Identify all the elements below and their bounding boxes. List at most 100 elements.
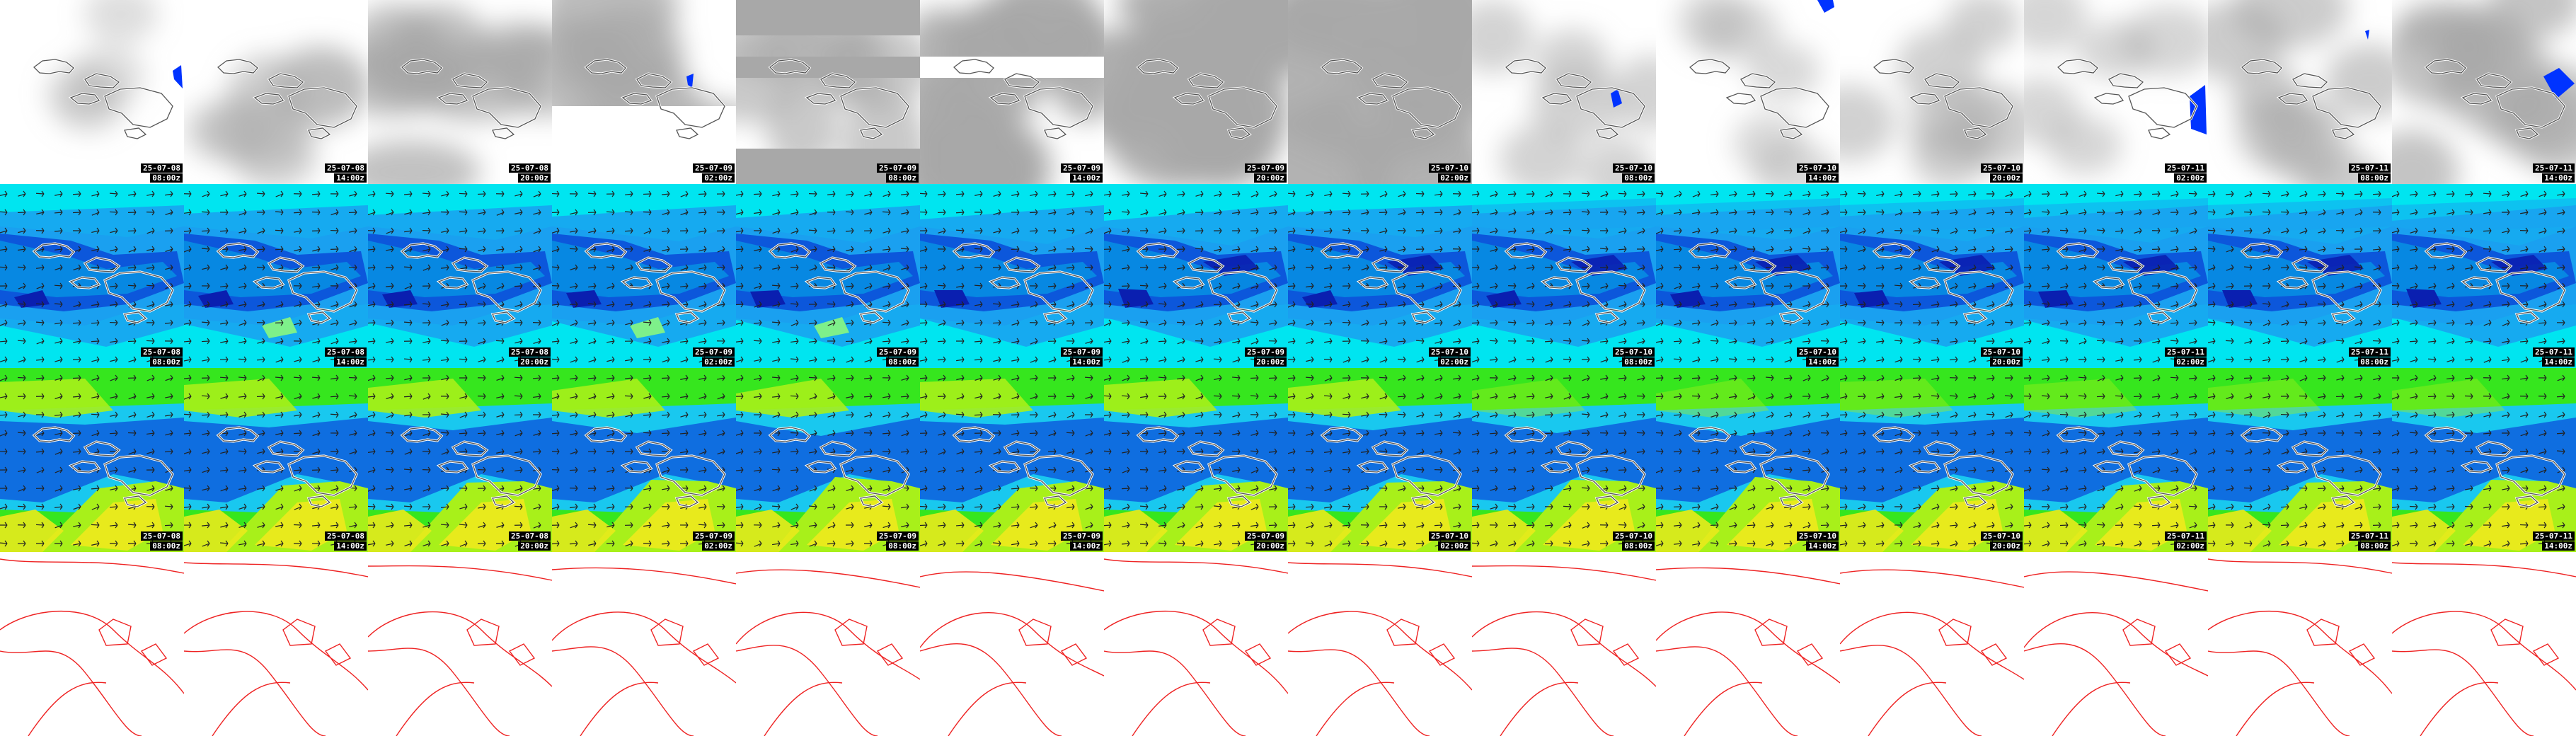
cloud-cover-map-panel[interactable]: 25-07-08 20:00z (368, 0, 552, 184)
timestamp-date: 25-07-10 (1797, 163, 1839, 173)
wind-speed-map-panel[interactable]: 25-07-09 02:00z (552, 184, 736, 368)
wave-height-map-panel[interactable]: 25-07-08 14:00z (184, 368, 368, 552)
wind-speed-map-panel[interactable]: 25-07-11 08:00z (2208, 184, 2392, 368)
timestamp-date: 25-07-09 (1245, 531, 1287, 541)
sea-level-pressure-map-panel[interactable] (368, 552, 552, 736)
wind-speed-map-panel[interactable]: 25-07-09 20:00z (1104, 184, 1288, 368)
cloud-cover-map-panel[interactable]: 25-07-09 14:00z (920, 0, 1104, 184)
sea-level-pressure-map-panel[interactable] (2208, 552, 2392, 736)
sea-level-pressure-map-panel[interactable] (184, 552, 368, 736)
timestamp-date: 25-07-08 (325, 347, 367, 357)
timestamp-time: 20:00z (1990, 541, 2023, 551)
timestamp-date: 25-07-09 (877, 531, 919, 541)
wave-height-map-panel[interactable]: 25-07-10 14:00z (1656, 368, 1840, 552)
wave-height-map (0, 368, 184, 552)
wave-height-map (736, 368, 920, 552)
sea-level-pressure-map (1656, 552, 1840, 736)
wave-height-map-panel[interactable]: 25-07-10 02:00z (1288, 368, 1472, 552)
cloud-cover-map (1840, 0, 2024, 184)
wind-speed-map-panel[interactable]: 25-07-08 14:00z (184, 184, 368, 368)
cloud-cover-map-panel[interactable]: 25-07-10 02:00z (1288, 0, 1472, 184)
cloud-cover-map-panel[interactable]: 25-07-10 08:00z (1472, 0, 1656, 184)
wind-speed-map-panel[interactable]: 25-07-10 08:00z (1472, 184, 1656, 368)
wind-speed-map-panel[interactable]: 25-07-09 08:00z (736, 184, 920, 368)
cloud-cover-map (2024, 0, 2208, 184)
sea-level-pressure-map-panel[interactable] (2024, 552, 2208, 736)
wave-height-map-panel[interactable]: 25-07-08 08:00z (0, 368, 184, 552)
sea-level-pressure-map-panel[interactable] (736, 552, 920, 736)
sea-level-pressure-map-panel[interactable] (1840, 552, 2024, 736)
timestamp-date: 25-07-08 (325, 531, 367, 541)
wave-height-map-panel[interactable]: 25-07-11 08:00z (2208, 368, 2392, 552)
cloud-cover-map-panel[interactable]: 25-07-09 02:00z (552, 0, 736, 184)
wave-height-map-panel[interactable]: 25-07-11 02:00z (2024, 368, 2208, 552)
timestamp-date: 25-07-09 (1061, 347, 1103, 357)
wind-speed-map-panel[interactable]: 25-07-09 14:00z (920, 184, 1104, 368)
wind-speed-map-panel[interactable]: 25-07-11 14:00z (2392, 184, 2576, 368)
sea-level-pressure-map-panel[interactable] (552, 552, 736, 736)
wave-height-map (1840, 368, 2024, 552)
sea-level-pressure-map (1840, 552, 2024, 736)
wind-speed-map-panel[interactable]: 25-07-11 02:00z (2024, 184, 2208, 368)
timestamp-date: 25-07-10 (1429, 347, 1471, 357)
sea-level-pressure-map (2024, 552, 2208, 736)
sea-level-pressure-map (1288, 552, 1472, 736)
sea-level-pressure-map-panel[interactable] (1104, 552, 1288, 736)
timestamp-date: 25-07-09 (1245, 163, 1287, 173)
timestamp-date: 25-07-11 (2349, 347, 2391, 357)
sea-level-pressure-map-panel[interactable] (1288, 552, 1472, 736)
sea-level-pressure-map (736, 552, 920, 736)
wave-height-map-panel[interactable]: 25-07-09 02:00z (552, 368, 736, 552)
cloud-cover-map-panel[interactable]: 25-07-09 08:00z (736, 0, 920, 184)
sea-level-pressure-map (368, 552, 552, 736)
wind-speed-map-panel[interactable]: 25-07-10 02:00z (1288, 184, 1472, 368)
wave-height-map-panel[interactable]: 25-07-10 20:00z (1840, 368, 2024, 552)
timestamp-time: 20:00z (1990, 173, 2023, 183)
timestamp-date: 25-07-11 (2533, 347, 2575, 357)
sea-level-pressure-map-panel[interactable] (1472, 552, 1656, 736)
wind-speed-map (0, 184, 184, 368)
timestamp-time: 20:00z (518, 357, 551, 367)
wind-speed-map (2392, 184, 2576, 368)
timestamp-time: 08:00z (1622, 541, 1655, 551)
timestamp-date: 25-07-11 (2349, 531, 2391, 541)
wave-height-map-panel[interactable]: 25-07-11 14:00z (2392, 368, 2576, 552)
wave-height-map-panel[interactable]: 25-07-08 20:00z (368, 368, 552, 552)
cloud-cover-map-panel[interactable]: 25-07-10 14:00z (1656, 0, 1840, 184)
timestamp-time: 20:00z (518, 173, 551, 183)
timestamp-date: 25-07-08 (509, 531, 551, 541)
wind-speed-map-panel[interactable]: 25-07-08 08:00z (0, 184, 184, 368)
wind-speed-map-panel[interactable]: 25-07-10 20:00z (1840, 184, 2024, 368)
cloud-cover-map-panel[interactable]: 25-07-11 08:00z (2208, 0, 2392, 184)
cloud-cover-map-panel[interactable]: 25-07-11 02:00z (2024, 0, 2208, 184)
timestamp-time: 20:00z (1990, 357, 2023, 367)
sea-level-pressure-map-panel[interactable] (1656, 552, 1840, 736)
timestamp-time: 14:00z (334, 357, 367, 367)
wave-height-map-panel[interactable]: 25-07-10 08:00z (1472, 368, 1656, 552)
timestamp-time: 02:00z (2174, 173, 2207, 183)
wind-speed-map (1288, 184, 1472, 368)
cloud-cover-map-panel[interactable]: 25-07-10 20:00z (1840, 0, 2024, 184)
timestamp-time: 02:00z (1438, 357, 1471, 367)
timestamp-time: 14:00z (1070, 541, 1103, 551)
sea-level-pressure-map-panel[interactable] (2392, 552, 2576, 736)
cloud-cover-map (1104, 0, 1288, 184)
wave-height-map (2392, 368, 2576, 552)
cloud-cover-map-panel[interactable]: 25-07-09 20:00z (1104, 0, 1288, 184)
cloud-cover-map-panel[interactable]: 25-07-08 08:00z (0, 0, 184, 184)
wave-height-map (368, 368, 552, 552)
timestamp-time: 08:00z (2358, 541, 2391, 551)
wave-height-map-panel[interactable]: 25-07-09 08:00z (736, 368, 920, 552)
sea-level-pressure-map-panel[interactable] (0, 552, 184, 736)
sea-level-pressure-map-panel[interactable] (920, 552, 1104, 736)
wind-speed-map (1656, 184, 1840, 368)
wind-speed-map-panel[interactable]: 25-07-08 20:00z (368, 184, 552, 368)
wave-height-map (184, 368, 368, 552)
wave-height-map-panel[interactable]: 25-07-09 14:00z (920, 368, 1104, 552)
wind-speed-map (2024, 184, 2208, 368)
cloud-cover-map-panel[interactable]: 25-07-11 14:00z (2392, 0, 2576, 184)
wind-speed-map-panel[interactable]: 25-07-10 14:00z (1656, 184, 1840, 368)
wind-speed-map (1472, 184, 1656, 368)
wave-height-map-panel[interactable]: 25-07-09 20:00z (1104, 368, 1288, 552)
cloud-cover-map-panel[interactable]: 25-07-08 14:00z (184, 0, 368, 184)
